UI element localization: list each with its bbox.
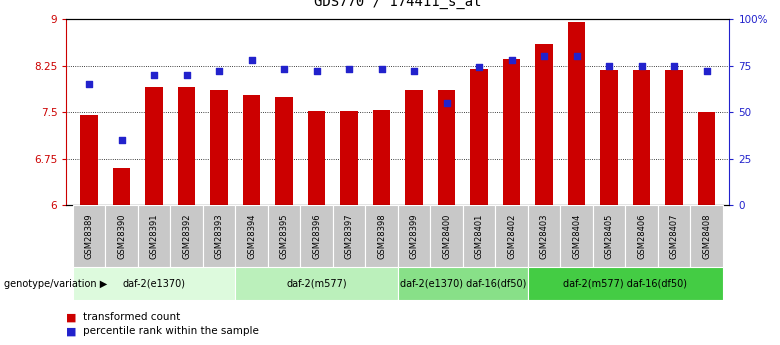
FancyBboxPatch shape — [105, 205, 138, 267]
Bar — [145, 87, 163, 205]
Text: daf-2(e1370) daf-16(df50): daf-2(e1370) daf-16(df50) — [399, 279, 526, 289]
Text: daf-2(e1370): daf-2(e1370) — [122, 279, 186, 289]
Text: GSM28405: GSM28405 — [604, 214, 614, 259]
Text: GSM28404: GSM28404 — [572, 214, 581, 259]
Text: GDS770 / 174411_s_at: GDS770 / 174411_s_at — [314, 0, 481, 9]
Bar — [665, 70, 683, 205]
Point — [505, 57, 518, 63]
FancyBboxPatch shape — [365, 205, 398, 267]
Text: GSM28393: GSM28393 — [215, 214, 224, 259]
Text: GSM28389: GSM28389 — [84, 214, 94, 259]
Bar — [210, 90, 228, 205]
Text: GSM28391: GSM28391 — [150, 214, 158, 259]
Point — [636, 63, 648, 68]
Bar — [568, 22, 586, 205]
Text: GSM28396: GSM28396 — [312, 214, 321, 259]
Point — [246, 57, 258, 63]
FancyBboxPatch shape — [593, 205, 626, 267]
Point — [375, 67, 388, 72]
Point — [473, 65, 485, 70]
Text: percentile rank within the sample: percentile rank within the sample — [83, 326, 259, 336]
Point — [408, 68, 420, 74]
Point — [180, 72, 193, 78]
FancyBboxPatch shape — [560, 205, 593, 267]
Bar — [697, 112, 715, 205]
Text: daf-2(m577) daf-16(df50): daf-2(m577) daf-16(df50) — [563, 279, 687, 289]
Text: GSM28406: GSM28406 — [637, 214, 646, 259]
FancyBboxPatch shape — [431, 205, 463, 267]
FancyBboxPatch shape — [236, 205, 268, 267]
Bar — [398, 267, 528, 300]
Bar — [405, 90, 423, 205]
Point — [213, 68, 225, 74]
Point — [441, 100, 453, 106]
FancyBboxPatch shape — [690, 205, 723, 267]
FancyBboxPatch shape — [398, 205, 431, 267]
Point — [310, 68, 323, 74]
Bar — [178, 87, 196, 205]
FancyBboxPatch shape — [333, 205, 365, 267]
Point — [115, 137, 128, 143]
FancyBboxPatch shape — [170, 205, 203, 267]
Point — [700, 68, 713, 74]
Text: GSM28401: GSM28401 — [474, 214, 484, 259]
Text: GSM28394: GSM28394 — [247, 214, 256, 259]
Bar — [112, 168, 130, 205]
Point — [538, 53, 551, 59]
Point — [668, 63, 680, 68]
Bar — [340, 111, 358, 205]
Bar — [373, 110, 391, 205]
Text: GSM28395: GSM28395 — [279, 214, 289, 259]
Point — [343, 67, 356, 72]
Bar — [633, 70, 651, 205]
Bar — [80, 115, 98, 205]
Point — [570, 53, 583, 59]
Bar — [73, 267, 236, 300]
Text: daf-2(m577): daf-2(m577) — [286, 279, 347, 289]
Text: GSM28397: GSM28397 — [345, 214, 353, 259]
Text: GSM28403: GSM28403 — [540, 214, 548, 259]
Bar — [307, 111, 325, 205]
Text: GSM28408: GSM28408 — [702, 214, 711, 259]
Text: GSM28402: GSM28402 — [507, 214, 516, 259]
Text: GSM28390: GSM28390 — [117, 214, 126, 259]
Bar — [528, 267, 723, 300]
FancyBboxPatch shape — [138, 205, 170, 267]
Bar — [535, 44, 553, 205]
Text: GSM28398: GSM28398 — [377, 214, 386, 259]
Bar — [438, 90, 456, 205]
Text: ■: ■ — [66, 313, 76, 322]
FancyBboxPatch shape — [268, 205, 300, 267]
Text: transformed count: transformed count — [83, 313, 181, 322]
Text: GSM28392: GSM28392 — [182, 214, 191, 259]
Text: ■: ■ — [66, 326, 76, 336]
FancyBboxPatch shape — [300, 205, 333, 267]
FancyBboxPatch shape — [528, 205, 560, 267]
FancyBboxPatch shape — [73, 205, 105, 267]
Bar — [236, 267, 398, 300]
FancyBboxPatch shape — [658, 205, 690, 267]
Text: GSM28399: GSM28399 — [410, 214, 419, 259]
Point — [278, 67, 290, 72]
Text: GSM28407: GSM28407 — [669, 214, 679, 259]
FancyBboxPatch shape — [463, 205, 495, 267]
Text: GSM28400: GSM28400 — [442, 214, 451, 259]
FancyBboxPatch shape — [495, 205, 528, 267]
Bar — [600, 70, 618, 205]
Bar — [470, 69, 488, 205]
Bar — [502, 59, 520, 205]
Bar — [275, 97, 293, 205]
Point — [83, 81, 95, 87]
Point — [148, 72, 161, 78]
FancyBboxPatch shape — [626, 205, 658, 267]
FancyBboxPatch shape — [203, 205, 236, 267]
Point — [603, 63, 615, 68]
Bar — [243, 95, 261, 205]
Text: genotype/variation ▶: genotype/variation ▶ — [4, 279, 107, 289]
